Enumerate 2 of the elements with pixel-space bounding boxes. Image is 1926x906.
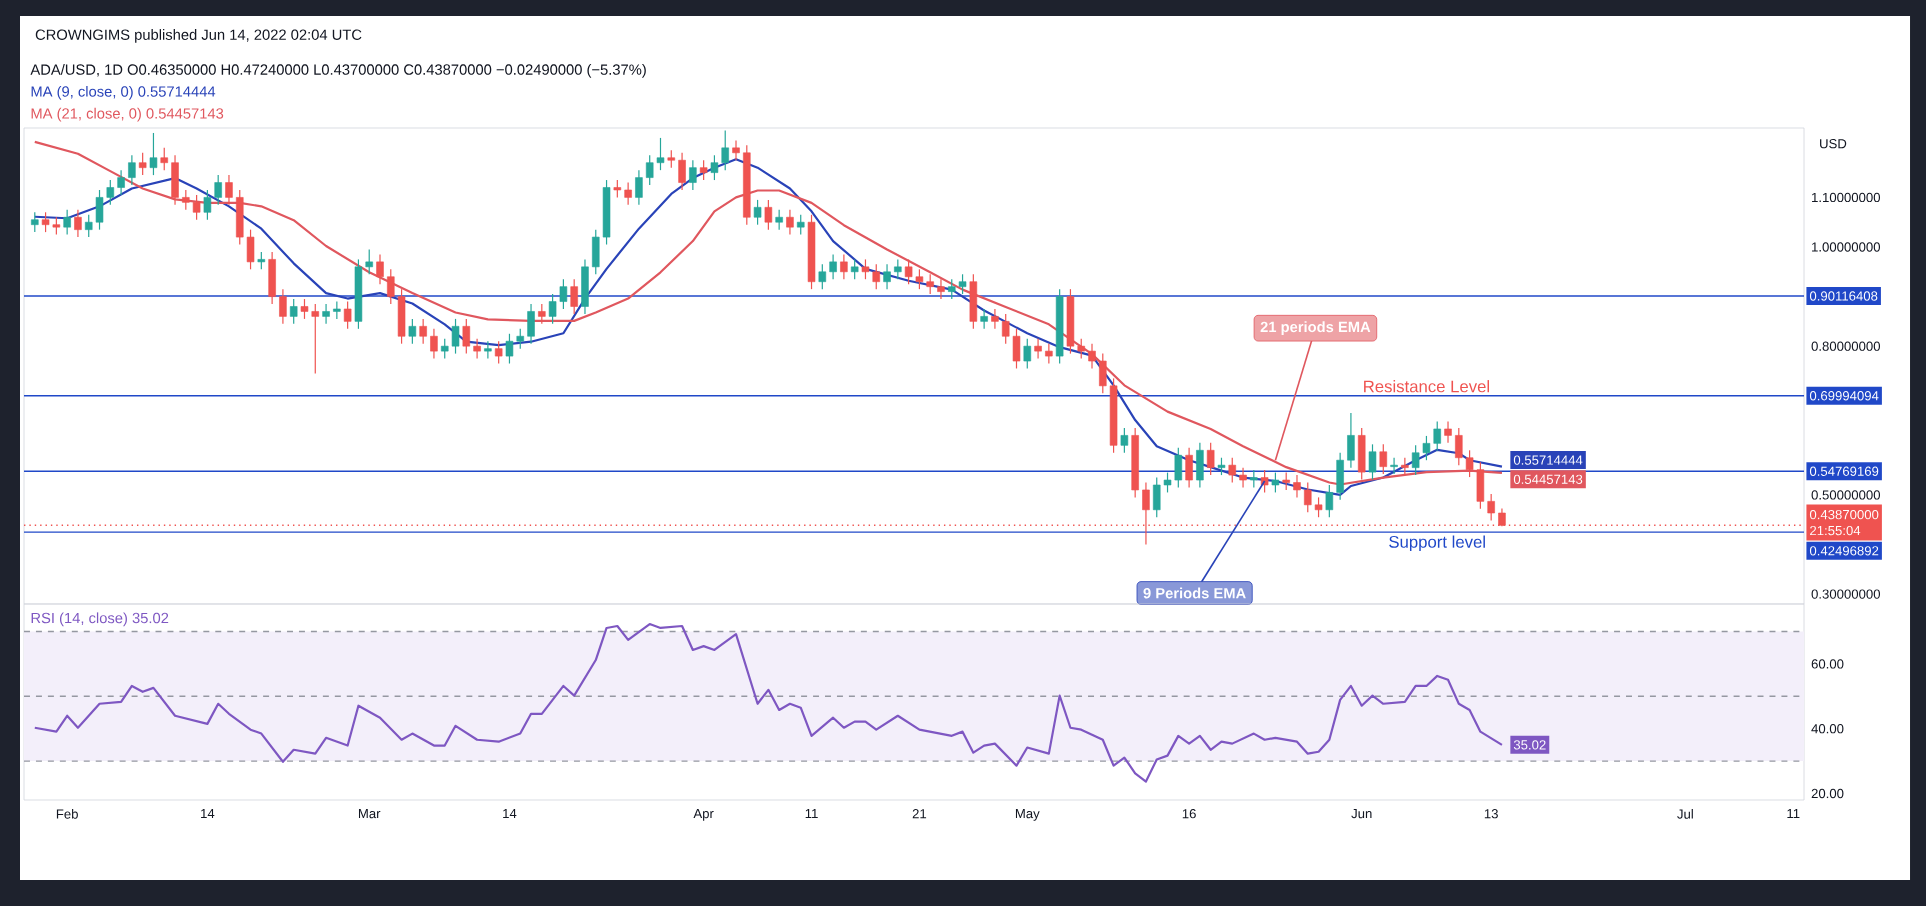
annotation: Support level — [1389, 535, 1485, 552]
annotation: Resistance Level — [1364, 380, 1490, 393]
